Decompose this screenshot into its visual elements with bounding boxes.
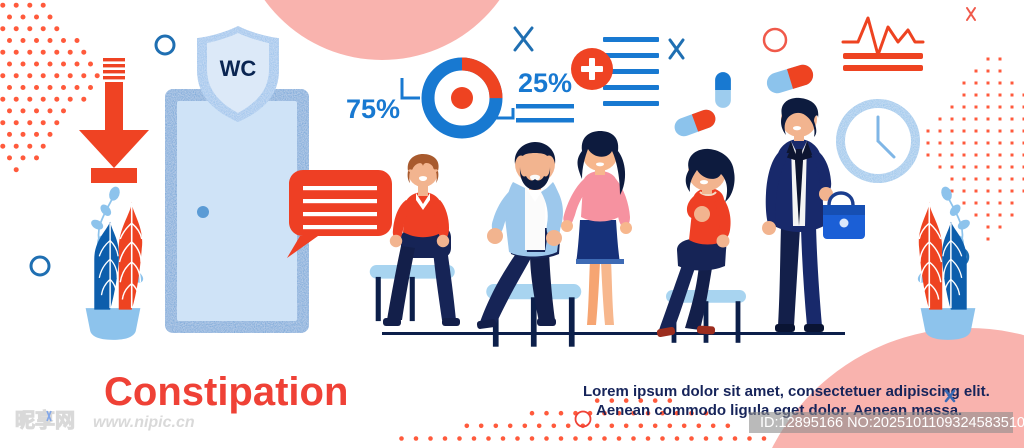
svg-text:www.nipic.cn: www.nipic.cn <box>93 414 195 431</box>
svg-text:Constipation: Constipation <box>104 370 348 414</box>
svg-text:Lorem ipsum dolor sit amet, co: Lorem ipsum dolor sit amet, consectetuer… <box>583 383 990 400</box>
svg-text:昵享网: 昵享网 <box>15 408 75 432</box>
svg-text:WC: WC <box>220 56 257 81</box>
svg-text:25%: 25% <box>518 68 572 98</box>
svg-text:ID:12895166 NO:202510110932458: ID:12895166 NO:20251011093245835103 <box>760 415 1024 431</box>
svg-text:75%: 75% <box>346 94 400 124</box>
